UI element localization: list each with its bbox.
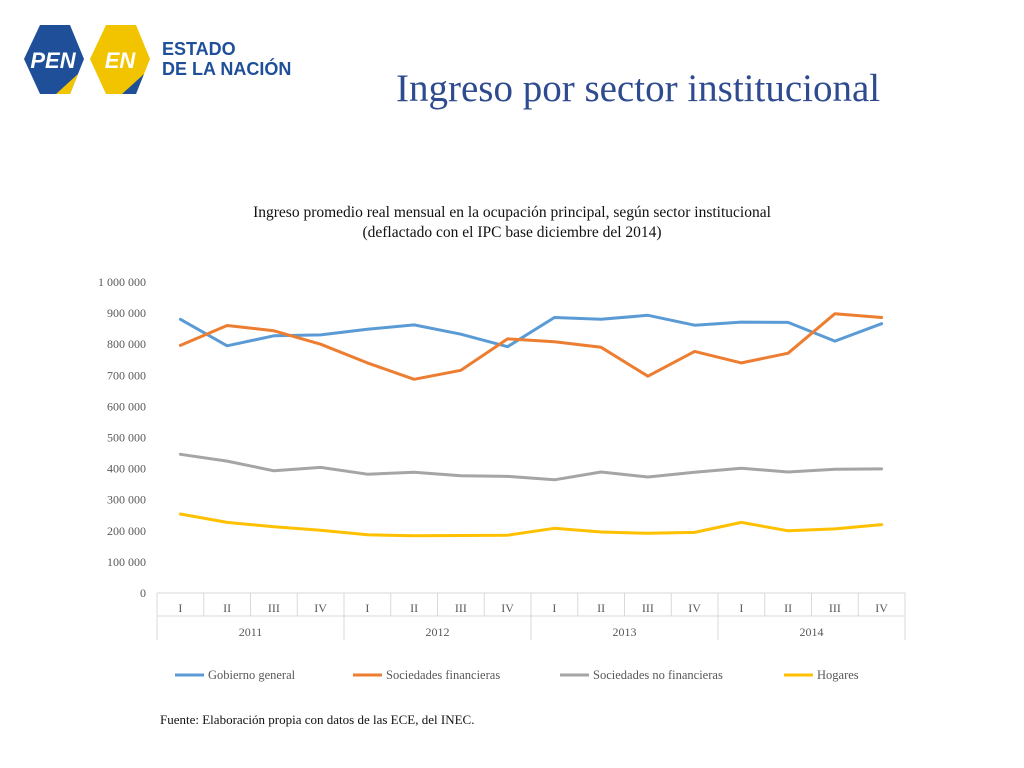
- x-tick-label: I: [178, 601, 182, 615]
- y-tick-label: 900 000: [107, 306, 146, 320]
- x-tick-label: IV: [501, 601, 514, 615]
- y-tick-label: 300 000: [107, 493, 146, 507]
- y-tick-label: 500 000: [107, 431, 146, 445]
- y-tick-label: 0: [140, 586, 146, 600]
- legend-label: Sociedades no financieras: [593, 668, 723, 682]
- y-tick-label: 700 000: [107, 368, 146, 382]
- pen-badge-accent: [56, 59, 84, 94]
- year-group-label: 2012: [426, 625, 450, 639]
- en-badge-accent: [122, 59, 150, 94]
- en-logo-badge: EN: [90, 25, 150, 94]
- series-line-sociedades-no-financieras: [178, 452, 884, 482]
- x-tick-label: IV: [314, 601, 327, 615]
- x-tick-label: III: [642, 601, 654, 615]
- x-tick-label: I: [365, 601, 369, 615]
- x-tick-label: IV: [688, 601, 701, 615]
- x-tick-label: III: [829, 601, 841, 615]
- series-line-gobierno-general: [178, 313, 884, 349]
- x-tick-label: II: [410, 601, 418, 615]
- x-tick-label: III: [455, 601, 467, 615]
- pen-logo-badge: PEN: [24, 25, 84, 94]
- legend-label: Hogares: [817, 668, 859, 682]
- year-group-label: 2013: [613, 625, 637, 639]
- year-group-label: 2014: [800, 625, 824, 639]
- page-title: Ingreso por sector institucional: [396, 67, 881, 110]
- x-tick-label: I: [739, 601, 743, 615]
- y-tick-label: 200 000: [107, 524, 146, 538]
- y-tick-label: 1 000 000: [98, 275, 146, 289]
- x-tick-label: II: [223, 601, 231, 615]
- chart-title-line-1: Ingreso promedio real mensual en la ocup…: [253, 204, 771, 221]
- x-tick-label: III: [268, 601, 280, 615]
- x-tick-label: I: [552, 601, 556, 615]
- logo-line-1: ESTADO: [162, 39, 236, 59]
- y-tick-label: 100 000: [107, 555, 146, 569]
- source-note: Fuente: Elaboración propia con datos de …: [160, 712, 475, 727]
- y-tick-label: 800 000: [107, 337, 146, 351]
- y-tick-label: 400 000: [107, 462, 146, 476]
- year-group-label: 2011: [239, 625, 263, 639]
- x-tick-label: II: [597, 601, 605, 615]
- y-tick-label: 600 000: [107, 399, 146, 413]
- chart-title-line-2: (deflactado con el IPC base diciembre de…: [362, 224, 662, 241]
- chart-title: Ingreso promedio real mensual en la ocup…: [0, 203, 1024, 243]
- legend-label: Gobierno general: [208, 668, 296, 682]
- x-tick-label: IV: [875, 601, 888, 615]
- legend-label: Sociedades financieras: [386, 668, 500, 682]
- pen-badge-text: PEN: [30, 48, 76, 73]
- series-line-hogares: [178, 512, 884, 538]
- estado-de-la-nacion-logo: PEN EN ESTADO DE LA NACIÓN: [24, 25, 291, 94]
- series-line-sociedades-financieras: [178, 312, 884, 381]
- en-badge-shape: [90, 25, 150, 94]
- x-tick-label: II: [784, 601, 792, 615]
- logo-line-2: DE LA NACIÓN: [162, 58, 291, 79]
- pen-badge-shape: [24, 25, 84, 94]
- en-badge-text: EN: [105, 48, 137, 73]
